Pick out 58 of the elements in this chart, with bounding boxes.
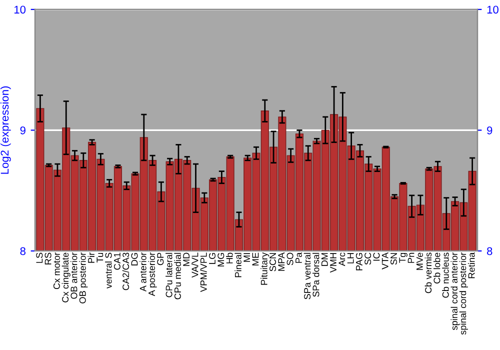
x-tick-label: Retina [468,252,475,278]
x-tick-label: VTA [382,252,388,270]
x-tick-label: ventral S [105,252,112,288]
y-tick-label: 9 [20,126,26,134]
x-tick-label: CA2/CA3 [122,252,130,290]
x-tick-label: Hb [226,252,233,264]
x-tick-label: IC [373,252,380,261]
x-tick-label: Pa [296,252,302,263]
x-tick-label: VA/VL [191,252,198,278]
x-tick-label: VPM/VPL [200,252,207,292]
x-tick-label: OB posterior [79,252,88,304]
x-tick-label: CA1 [114,252,120,270]
x-tick-label: Pn [408,252,414,263]
x-tick-label: spinal cord posterior [459,252,468,335]
y2-tick-label: 8 [487,247,492,256]
x-tick-label: Pir [88,252,94,263]
x-tick-label: PAG [356,253,362,270]
x-tick-label: SCN [270,253,276,272]
x-tick-label: SC [364,252,372,265]
x-tick-label: DM [321,253,328,266]
x-tick-label: Cx cingulate [62,252,70,302]
x-tick-label: A anterior [140,252,146,292]
x-tick-label: Pituitary [260,252,270,285]
y2-tick-label: 9 [487,126,492,134]
x-tick-label: Pineal [234,252,242,278]
x-tick-label: Cb nucleus [442,252,449,298]
y2-tick-label: 10 [487,6,498,14]
x-tick-label: MD [183,252,190,266]
x-tick-label: MG [218,253,224,266]
y-tick-label: 8 [20,247,26,256]
x-tick-label: RS [44,252,52,264]
x-tick-label: LG [209,253,216,264]
x-tick-label: LS [36,252,43,263]
x-tick-label: MPA [278,252,285,271]
x-tick-label: CPu lateral [166,252,172,298]
x-tick-label: Cx motor [53,252,60,290]
x-tick-label: OB anterior [70,252,78,299]
x-tick-label: A posterior [148,252,157,296]
x-tick-label: Tg [399,252,408,263]
x-tick-label: SPa dorsal [312,252,320,297]
x-tick-label: SPa ventral [304,252,311,300]
x-tick-label: SO [286,252,294,266]
x-tick-label: MI [244,253,250,262]
x-tick-label: Tu [96,252,104,262]
x-tick-label: spinal cord anterior [450,252,460,330]
x-tick-label: GP [157,252,164,266]
x-tick-label: ME [252,252,259,266]
x-tick-label: MVe [416,252,423,270]
x-tick-label: Cb lobe [433,252,440,284]
y-axis-title: Log2 (expression) [0,86,11,174]
x-tick-label: Arc [338,252,346,266]
x-tick-label: Cb vermis [424,252,432,294]
x-tick-label: CPu medial [174,252,181,300]
x-tick-label: LH [347,253,354,264]
x-tick-label: VMH [330,253,336,273]
y-tick-label: 10 [14,6,26,14]
x-tick-label: SN [390,253,397,265]
x-tick-label: DG [131,253,138,266]
